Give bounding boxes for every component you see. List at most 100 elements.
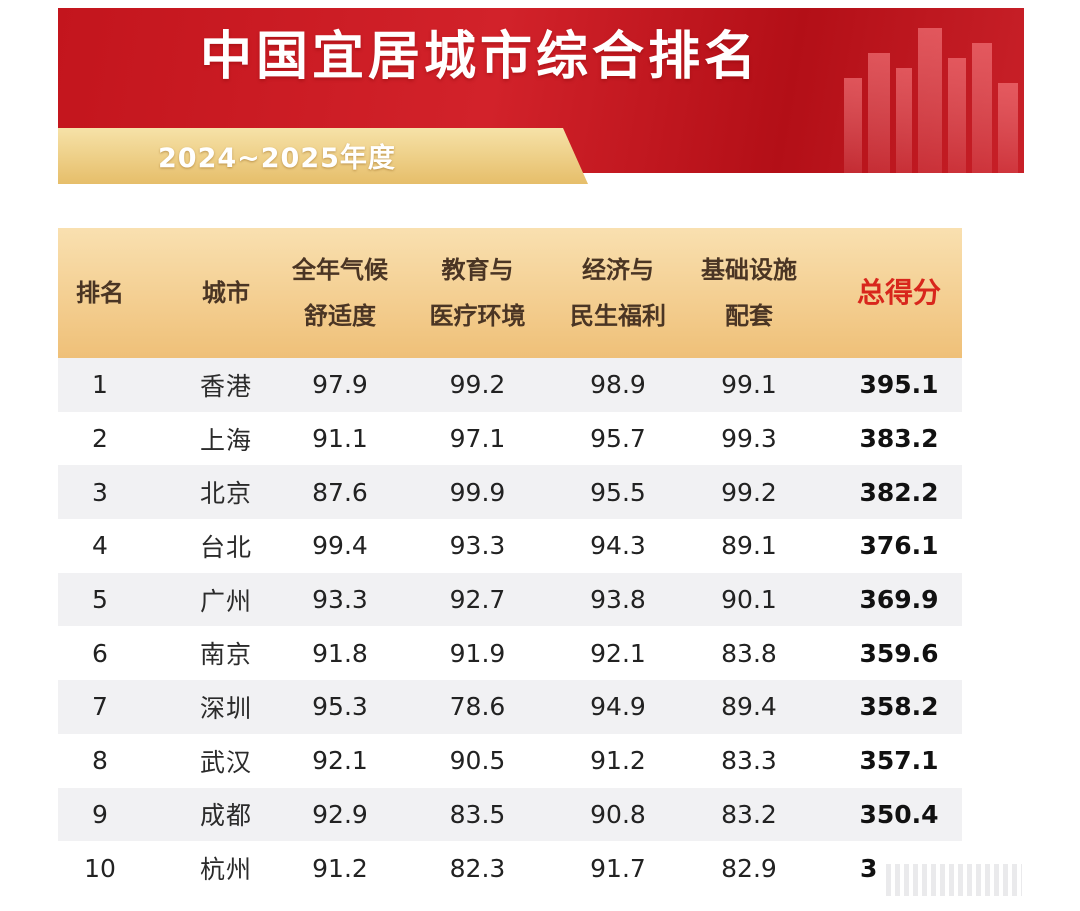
education-cell: 82.3: [449, 853, 506, 883]
rank-cell: 9: [92, 799, 108, 829]
header-climate-line1: 全年气候: [292, 256, 388, 284]
infrastructure-cell: 83.8: [721, 638, 777, 668]
table-row: 3 北京 87.6 99.9 95.5 99.2 382.2: [58, 465, 962, 520]
infrastructure-cell: 82.9: [721, 853, 777, 883]
climate-cell: 91.2: [312, 853, 368, 883]
ranking-table: 排名 城市 全年气候 舒适度 教育与 医疗环境 经济与 民生福利: [58, 228, 962, 895]
education-cell: 97.1: [449, 424, 506, 454]
education-cell: 83.5: [449, 799, 506, 829]
total-cell: 376.1: [859, 531, 939, 561]
city-cell: 武汉: [199, 747, 252, 777]
city-cell: 深圳: [199, 693, 252, 723]
education-cell: 93.3: [449, 531, 506, 561]
header-rank: 排名: [58, 228, 142, 358]
economy-cell: 92.1: [590, 638, 646, 668]
education-cell: 90.5: [449, 746, 506, 776]
climate-cell: 93.3: [312, 585, 368, 615]
total-cell: 383.2: [859, 424, 939, 454]
city-cell: 杭州: [199, 855, 252, 885]
table-row: 4 台北 99.4 93.3 94.3 89.1 376.1: [58, 519, 962, 573]
total-cell: 382.2: [859, 477, 939, 507]
city-cell: 广州: [199, 586, 252, 616]
table-row: 5 广州 93.3 92.7 93.8 90.1 369.9: [58, 572, 962, 627]
city-skyline-graphic: [844, 28, 1018, 173]
table-row: 1 香港 97.9 99.2 98.9 99.1 395.1: [58, 358, 962, 412]
rank-cell: 7: [92, 692, 108, 722]
table-row: 10 杭州 91.2 82.3 91.7 82.9 3: [58, 841, 962, 895]
header-total-label: 总得分: [856, 276, 941, 309]
education-cell: 92.7: [449, 585, 506, 615]
header-education-line1: 教育与: [441, 256, 514, 284]
ranking-card: 中国宜居城市综合排名 2024~2025年度: [58, 8, 1024, 911]
climate-cell: 87.6: [312, 477, 368, 507]
economy-cell: 98.9: [590, 370, 646, 400]
economy-cell: 94.3: [590, 531, 646, 561]
header-education-line2: 医疗环境: [429, 302, 526, 330]
table-row: 6 南京 91.8 91.9 92.1 83.8 359.6: [58, 626, 962, 680]
total-cell: 3: [860, 853, 878, 883]
city-cell: 北京: [199, 479, 252, 509]
infrastructure-cell: 89.1: [721, 531, 777, 561]
economy-cell: 91.2: [590, 746, 646, 776]
rank-cell: 3: [92, 477, 108, 507]
table-row: 8 武汉 92.1 90.5 91.2 83.3 357.1: [58, 734, 962, 788]
header-education: 教育与 医疗环境: [415, 228, 540, 358]
climate-cell: 99.4: [312, 531, 368, 561]
header-climate-line2: 舒适度: [304, 302, 376, 330]
rank-cell: 2: [92, 424, 108, 454]
climate-cell: 95.3: [312, 692, 368, 722]
header-infrastructure: 基础设施 配套: [688, 228, 810, 358]
total-cell: 369.9: [859, 585, 939, 615]
climate-cell: 91.1: [312, 424, 368, 454]
city-cell: 成都: [199, 801, 252, 831]
infrastructure-cell: 83.3: [721, 746, 777, 776]
city-cell: 南京: [199, 640, 252, 670]
economy-cell: 95.5: [590, 477, 646, 507]
header-city-label: 城市: [202, 279, 250, 307]
total-cell: 350.4: [859, 799, 939, 829]
climate-cell: 91.8: [312, 638, 368, 668]
climate-cell: 92.9: [312, 799, 368, 829]
year-label: 2024~2025年度: [158, 143, 396, 174]
infrastructure-cell: 89.4: [721, 692, 777, 722]
total-cell: 359.6: [859, 638, 939, 668]
city-cell: 香港: [199, 371, 252, 401]
climate-cell: 97.9: [312, 370, 368, 400]
rank-cell: 6: [92, 638, 108, 668]
economy-cell: 94.9: [590, 692, 646, 722]
header-rank-label: 排名: [76, 279, 124, 307]
header-infrastructure-line1: 基础设施: [701, 256, 797, 284]
economy-cell: 93.8: [590, 585, 646, 615]
education-cell: 99.2: [449, 370, 506, 400]
education-cell: 78.6: [449, 692, 506, 722]
infrastructure-cell: 99.2: [721, 477, 777, 507]
economy-cell: 91.7: [590, 853, 646, 883]
city-cell: 上海: [199, 425, 252, 455]
total-cell: 358.2: [859, 692, 939, 722]
rank-cell: 10: [84, 853, 116, 883]
education-cell: 99.9: [449, 477, 506, 507]
obscured-area: [886, 864, 1022, 896]
header-economy-line1: 经济与: [582, 256, 654, 284]
city-cell: 台北: [199, 532, 252, 562]
header-total: 总得分: [830, 228, 968, 358]
economy-cell: 90.8: [590, 799, 646, 829]
header-infrastructure-line2: 配套: [725, 302, 773, 330]
table-row: 7 深圳 95.3 78.6 94.9 89.4 358.2: [58, 680, 962, 734]
table-row: 9 成都 92.9 83.5 90.8 83.2 350.4: [58, 787, 962, 842]
table-header: 排名 城市 全年气候 舒适度 教育与 医疗环境 经济与 民生福利: [58, 228, 962, 358]
economy-cell: 95.7: [590, 424, 646, 454]
infrastructure-cell: 83.2: [721, 799, 777, 829]
rank-cell: 5: [92, 585, 108, 615]
infrastructure-cell: 99.1: [721, 370, 777, 400]
year-ribbon: [58, 128, 588, 184]
header-economy-line2: 民生福利: [570, 302, 666, 330]
page-title: 中国宜居城市综合排名: [200, 27, 761, 87]
rank-cell: 4: [92, 531, 108, 561]
climate-cell: 92.1: [312, 746, 368, 776]
header-city: 城市: [176, 228, 276, 358]
total-cell: 395.1: [859, 370, 939, 400]
header-economy: 经济与 民生福利: [553, 228, 683, 358]
header-climate: 全年气候 舒适度: [280, 228, 400, 358]
